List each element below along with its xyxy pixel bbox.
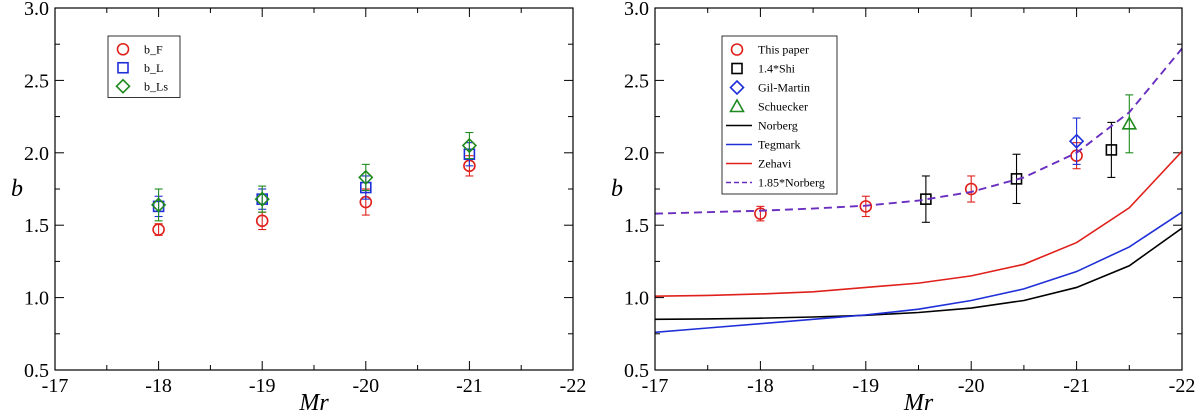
series-zehavi <box>655 150 1182 297</box>
y-tick-label: 1.5 <box>624 215 649 237</box>
legend-label: b_Ls <box>144 79 168 93</box>
data-point <box>461 137 478 154</box>
legend: This paper 1.4*Shi Gil-Martin Schuecker Norb… <box>721 35 838 195</box>
series-tegmark <box>655 211 1182 334</box>
series-1-4-shi <box>920 121 1118 223</box>
y-tick-label: 0.5 <box>624 360 649 382</box>
y-tick-label: 3.0 <box>24 0 49 20</box>
series-b-f <box>152 155 476 236</box>
legend-marker <box>115 78 131 94</box>
y-tick-label: 2.0 <box>24 143 49 165</box>
x-tick-label: -22 <box>560 375 587 397</box>
legend-label: Tegmark <box>758 138 800 152</box>
data-point <box>964 182 978 196</box>
data-point <box>859 200 873 213</box>
legend-box <box>107 35 181 98</box>
x-tick-label: -20 <box>352 375 379 397</box>
y-tick-label: 0.5 <box>24 360 49 382</box>
legend-label: Schuecker <box>758 100 808 114</box>
data-point <box>254 191 270 207</box>
series-line <box>655 227 1182 321</box>
legend-label: Norberg <box>758 119 798 133</box>
legend-marker <box>729 79 745 96</box>
series-schuecker <box>1121 94 1138 154</box>
x-tick-label: -17 <box>642 375 669 397</box>
x-tick-label: -21 <box>456 375 483 397</box>
series-line <box>655 211 1182 334</box>
legend: b_F b_L b_Ls <box>107 35 181 98</box>
x-tick-label: -18 <box>145 375 172 397</box>
data-point <box>358 169 374 186</box>
x-tick-label: -20 <box>958 375 985 397</box>
legend-marker <box>117 61 129 74</box>
data-point <box>150 197 167 213</box>
legend-label: b_F <box>144 42 163 56</box>
data-point <box>754 207 767 220</box>
y-axis-title: b <box>11 176 23 202</box>
x-tick-label: -17 <box>42 375 69 397</box>
legend-label: This paper <box>758 43 809 57</box>
x-tick-label: -21 <box>1063 375 1090 397</box>
plot-frame <box>54 7 574 371</box>
y-tick-label: 1.5 <box>24 215 49 237</box>
legend-label: 1.4*Shi <box>758 62 796 76</box>
x-tick-label: -22 <box>1169 375 1196 397</box>
y-tick-label: 2.5 <box>24 70 49 92</box>
x-axis-title: Mr <box>298 390 329 412</box>
data-point <box>1105 144 1118 156</box>
legend-label: 1.85*Norberg <box>758 176 825 190</box>
series-line <box>655 150 1182 297</box>
y-tick-label: 2.5 <box>624 70 649 92</box>
y-tick-label: 2.0 <box>624 143 649 165</box>
data-point <box>255 214 269 228</box>
series-b-ls <box>150 131 478 222</box>
y-tick-label: 3.0 <box>624 0 649 20</box>
chart-panel-1: -17 -18 -19 -20 -21 -22 0.5 1.0 1.5 2.0 2.5 3.0 Mr b b… <box>11 0 587 416</box>
series-b-l <box>152 142 476 218</box>
y-axis-title: b <box>611 176 623 202</box>
series-1-85-norberg <box>655 47 1182 215</box>
legend-label: b_L <box>144 61 163 75</box>
legend-marker <box>116 42 130 56</box>
data-point <box>1121 115 1138 130</box>
plot-frame <box>654 7 1183 371</box>
y-tick-label: 1.0 <box>24 288 49 310</box>
series-norberg <box>655 227 1182 321</box>
legend-box <box>721 35 838 195</box>
series-gil-martin <box>1068 117 1085 165</box>
legend-label: Zehavi <box>758 157 792 171</box>
series-line <box>655 47 1182 215</box>
legend-marker <box>730 43 744 56</box>
x-axis-title: Mr <box>903 390 934 412</box>
data-point <box>152 223 165 236</box>
legend-label: Gil-Martin <box>758 81 810 95</box>
x-tick-label: -19 <box>852 375 879 397</box>
x-tick-label: -18 <box>747 375 774 397</box>
x-tick-label: -19 <box>249 375 276 397</box>
y-tick-label: 1.0 <box>624 288 649 310</box>
legend-marker <box>731 62 743 75</box>
legend-marker <box>729 98 745 113</box>
chart-panel-2: -17 -18 -19 -20 -21 -22 0.5 1.0 1.5 2.0 2.5 3.0 Mr b T… <box>611 0 1196 416</box>
data-point <box>1068 133 1085 149</box>
